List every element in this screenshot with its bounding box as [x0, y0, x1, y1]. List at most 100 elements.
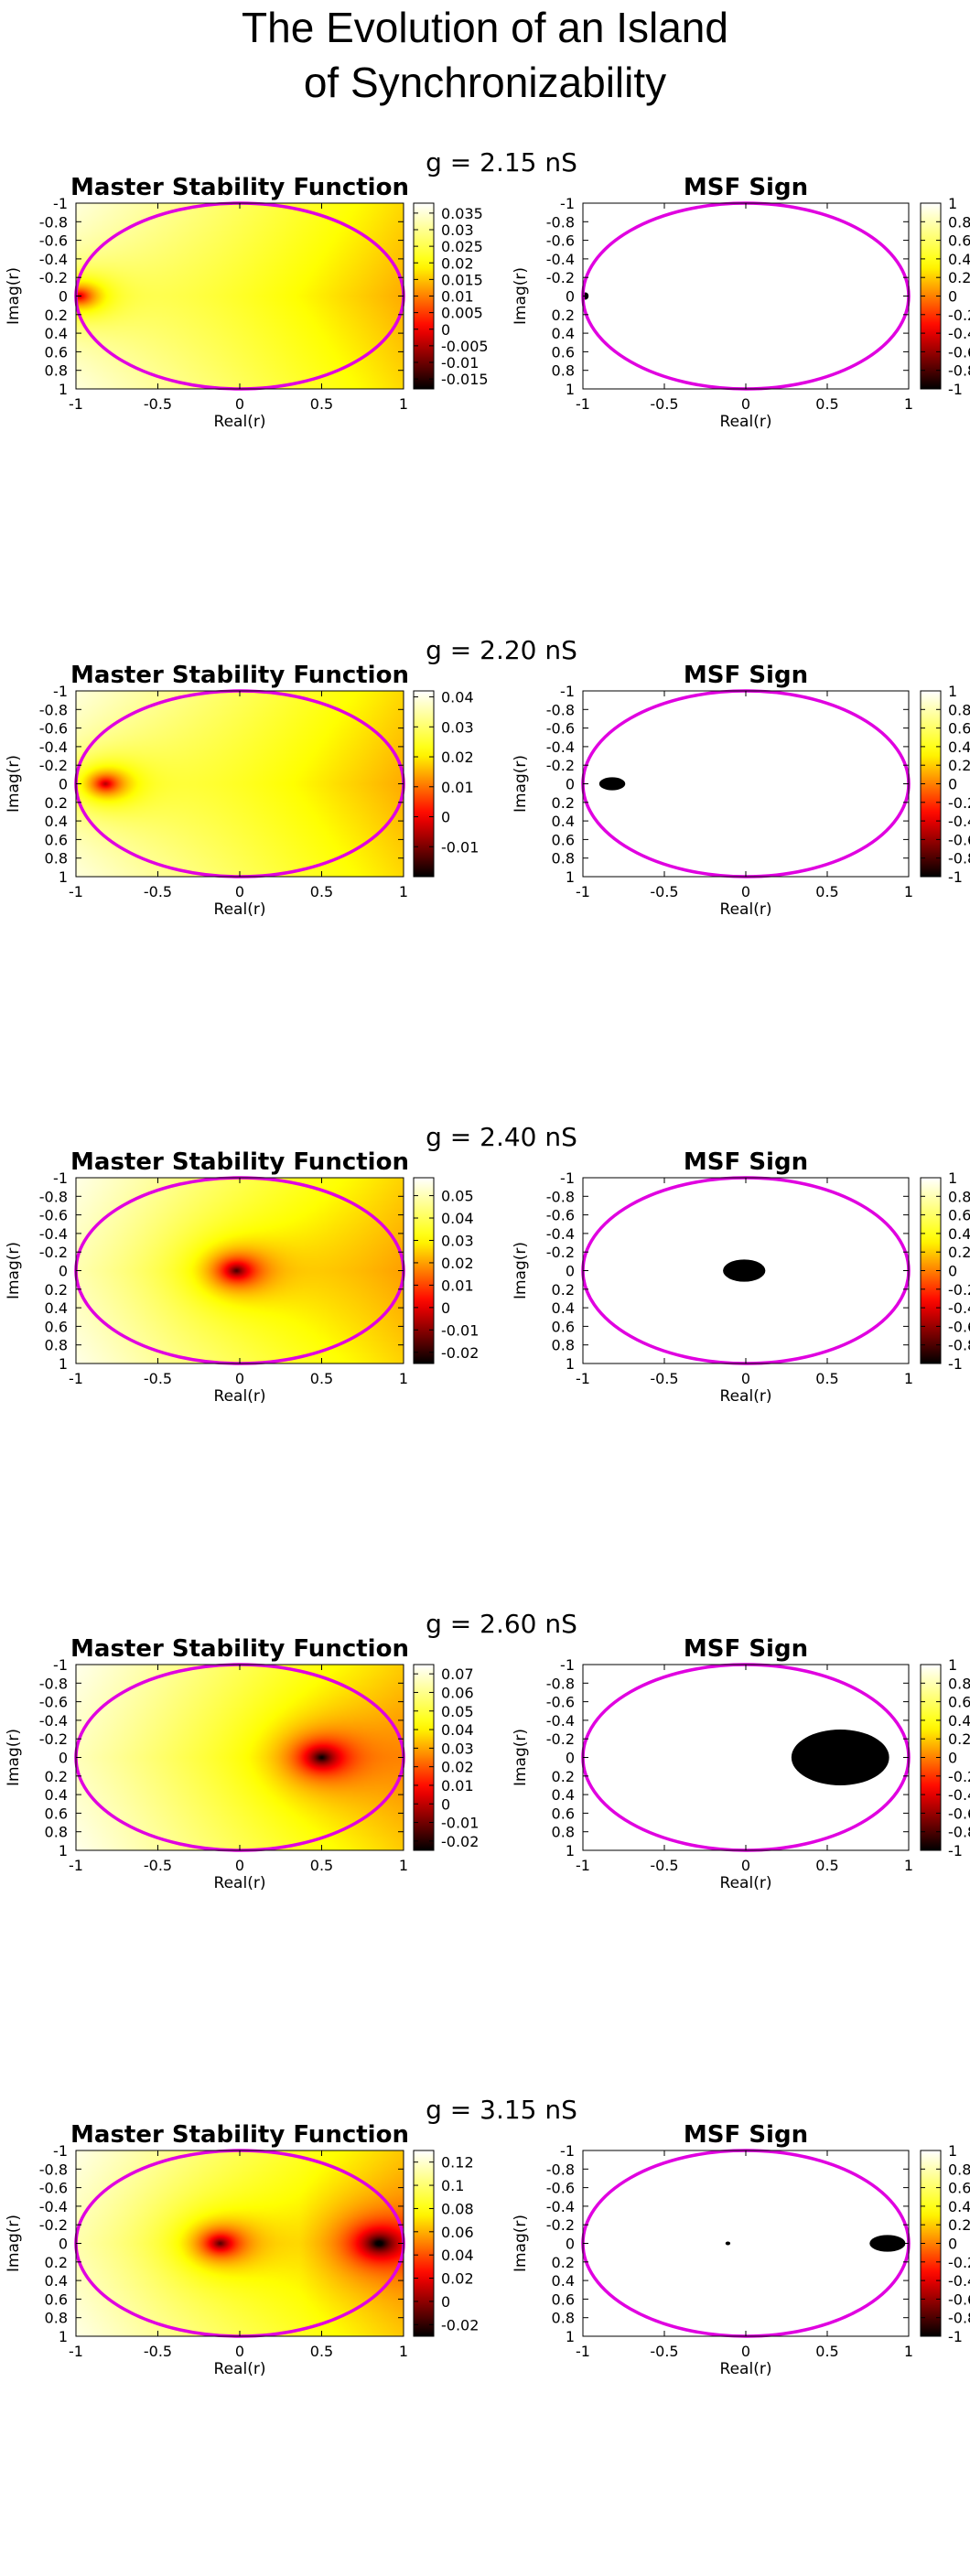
y-tick-label: 0 — [59, 2236, 68, 2253]
colorbar-tick-label: 0.4 — [948, 2198, 970, 2215]
y-tick-label: -0.6 — [546, 720, 575, 738]
colorbar-tick-label: -0.6 — [948, 1318, 970, 1335]
x-tick-label: 0 — [741, 395, 750, 413]
y-tick-label: -0.4 — [39, 738, 68, 756]
colorbar-tick-label: 1 — [948, 2142, 957, 2160]
panel-title: MSF Sign — [684, 174, 808, 201]
x-tick-label: -1 — [69, 395, 83, 413]
y-axis-label: Imag(r) — [512, 2215, 530, 2272]
x-tick-label: 0 — [741, 883, 750, 900]
y-tick-label: 0.2 — [45, 1768, 68, 1785]
colorbar-tick-label: 0.01 — [441, 288, 474, 306]
colorbar-tick-label: 0.08 — [441, 2200, 474, 2217]
y-tick-label: 0.2 — [552, 1768, 575, 1785]
y-tick-label: -0.4 — [39, 1225, 68, 1243]
x-tick-label: -0.5 — [650, 1370, 678, 1387]
colorbar-tick-label: 0.02 — [441, 749, 474, 766]
x-axis-label: Real(r) — [214, 1874, 266, 1892]
x-tick-label: -1 — [69, 2343, 83, 2360]
x-tick-label: 0 — [235, 2343, 244, 2360]
colorbar-gradient — [413, 1177, 435, 1364]
x-axis-label: Real(r) — [720, 900, 772, 919]
y-tick-label: 1 — [566, 1355, 575, 1373]
colorbar-tick-label: -1 — [948, 1842, 963, 1859]
colorbar-gradient — [413, 2150, 435, 2337]
colorbar-tick-label: -0.4 — [948, 2272, 970, 2290]
y-tick-label: -1 — [560, 683, 575, 700]
colorbar: 0.12 0.1 0.08 0.06 0.04 0.02 0 -0.02 — [413, 2150, 479, 2337]
colorbar-tick-label: 0 — [441, 809, 450, 826]
sign-panel-4: MSF Sign-1 -0.5 0 0.5 1-1-0.8-0.6-0.4-0.200.… — [512, 1635, 970, 1892]
colorbar-tick-label: -0.2 — [948, 2254, 970, 2271]
colorbar-tick-label: -0.02 — [441, 1833, 479, 1850]
x-axis-label: Real(r) — [720, 2360, 772, 2378]
y-tick-label: -0.6 — [546, 1207, 575, 1224]
y-tick-label: -0.6 — [546, 2180, 575, 2197]
y-tick-label: 0.8 — [552, 362, 575, 380]
y-tick-label: -0.2 — [39, 1730, 68, 1748]
y-tick-label: 0.8 — [45, 1824, 68, 1841]
colorbar-tick-label: 0.015 — [441, 271, 483, 288]
colorbar-tick-label: 0.03 — [441, 221, 474, 239]
x-tick-label: 0.5 — [815, 395, 838, 413]
y-tick-label: 0.6 — [552, 343, 575, 361]
msf-heatmap — [76, 691, 404, 877]
panel-title: MSF Sign — [684, 2121, 808, 2149]
colorbar-tick-label: 0.1 — [441, 2177, 464, 2194]
y-tick-label: 0.4 — [45, 1786, 68, 1804]
y-tick-label: 0.4 — [45, 813, 68, 830]
colorbar-tick-label: -0.4 — [948, 813, 970, 830]
y-tick-label: 1 — [59, 1842, 68, 1859]
y-tick-label: 0.2 — [45, 1281, 68, 1299]
colorbar-tick-label: -0.02 — [441, 1344, 479, 1362]
x-tick-label: 1 — [399, 395, 408, 413]
colorbar-tick-label: -0.4 — [948, 325, 970, 342]
colorbar-tick-label: -0.01 — [441, 1321, 479, 1339]
y-tick-label: -0.2 — [546, 1244, 575, 1261]
x-axis-label: Real(r) — [214, 2360, 266, 2378]
y-tick-label: -0.6 — [546, 232, 575, 250]
y-tick-label: 0.4 — [552, 813, 575, 830]
colorbar-tick-label: 0.02 — [441, 1255, 474, 1272]
negative-msf-region-1 — [725, 2241, 731, 2246]
x-tick-label: 1 — [904, 1370, 913, 1387]
figure-title-line-1: The Evolution of an Island — [242, 4, 728, 51]
colorbar-tick-label: -0.4 — [948, 1786, 970, 1804]
colorbar-tick-label: 0.01 — [441, 1277, 474, 1294]
y-tick-label: 0.2 — [45, 2254, 68, 2271]
colorbar-tick-label: -0.8 — [948, 2310, 970, 2327]
y-tick-label: 0.8 — [552, 850, 575, 868]
colorbar-gradient — [413, 690, 435, 878]
y-tick-label: 0 — [566, 288, 575, 306]
colorbar-tick-label: 0.2 — [948, 2216, 970, 2234]
y-tick-label: 1 — [566, 2328, 575, 2345]
y-tick-label: -0.2 — [39, 757, 68, 774]
y-tick-label: -0.2 — [39, 2216, 68, 2234]
y-tick-label: -0.6 — [546, 1694, 575, 1711]
y-tick-label: 1 — [59, 1355, 68, 1373]
y-tick-label: -0.8 — [546, 1188, 575, 1205]
negative-msf-region-1 — [723, 1259, 766, 1282]
colorbar-tick-label: 0.2 — [948, 1244, 970, 1261]
colorbar-tick-label: 0.06 — [441, 2224, 474, 2241]
y-tick-label: -0.2 — [39, 269, 68, 286]
x-tick-label: 0.5 — [310, 1857, 333, 1874]
y-tick-label: 0.2 — [45, 794, 68, 812]
y-tick-label: -1 — [560, 195, 575, 212]
colorbar-tick-label: -0.015 — [441, 371, 489, 388]
sign-panel-5: MSF Sign-1 -0.5 0 0.5 1-1-0.8-0.6-0.4-0.200.… — [512, 2121, 970, 2378]
y-axis-label: Imag(r) — [512, 267, 530, 325]
y-tick-label: 0.2 — [552, 307, 575, 324]
y-tick-label: 0.6 — [552, 831, 575, 848]
y-axis-label: Imag(r) — [512, 1242, 530, 1299]
y-tick-label: 0.6 — [45, 831, 68, 848]
colorbar-tick-label: 0.02 — [441, 1759, 474, 1776]
x-tick-label: -0.5 — [144, 395, 172, 413]
colorbar-tick-label: 0.4 — [948, 738, 970, 756]
y-tick-label: 0.8 — [552, 1824, 575, 1841]
sign-panel-3: MSF Sign-1 -0.5 0 0.5 1-1-0.8-0.6-0.4-0.200.… — [512, 1148, 970, 1406]
x-tick-label: -0.5 — [650, 883, 678, 900]
y-tick-label: 0.4 — [45, 2272, 68, 2290]
panel-title: Master Stability Function — [70, 1148, 409, 1176]
y-tick-label: 0.8 — [45, 362, 68, 380]
